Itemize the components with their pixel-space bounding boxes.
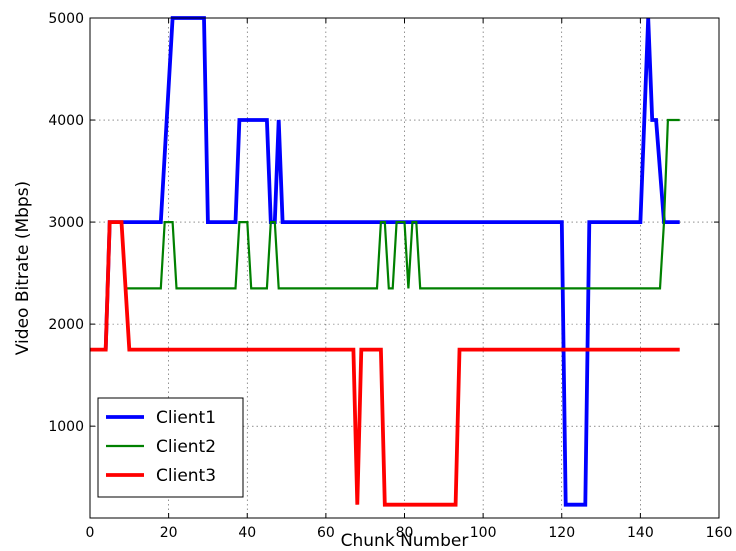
- y-tick-label: 1000: [48, 419, 84, 435]
- legend-label-client1: Client1: [156, 408, 216, 428]
- x-tick-label: 120: [548, 525, 575, 541]
- y-tick-label: 5000: [48, 11, 84, 27]
- y-tick-label: 2000: [48, 317, 84, 333]
- legend-label-client2: Client2: [156, 437, 216, 457]
- x-axis-label: Chunk Number: [341, 531, 469, 551]
- legend-label-client3: Client3: [156, 466, 216, 486]
- y-tick-label: 3000: [48, 215, 84, 231]
- series-line-client3: [90, 220, 680, 507]
- axis-ticks: 0 20 40 60 80 100 120 140 160 1000 2000 3000 4000 500…: [48, 11, 732, 541]
- x-tick-label: 20: [160, 525, 178, 541]
- x-tick-label: 60: [317, 525, 335, 541]
- legend: Client1 Client2 Client3: [97, 397, 244, 498]
- y-axis-label: Video Bitrate (Mbps): [13, 181, 33, 355]
- y-tick-label: 4000: [48, 113, 84, 129]
- x-tick-label: 160: [706, 525, 733, 541]
- x-tick-label: 0: [86, 525, 95, 541]
- x-tick-label: 40: [238, 525, 256, 541]
- series-line-client2: [104, 118, 680, 350]
- x-tick-label: 80: [396, 525, 414, 541]
- legend-box: [97, 397, 244, 498]
- x-tick-label: 100: [470, 525, 497, 541]
- x-tick-label: 140: [627, 525, 654, 541]
